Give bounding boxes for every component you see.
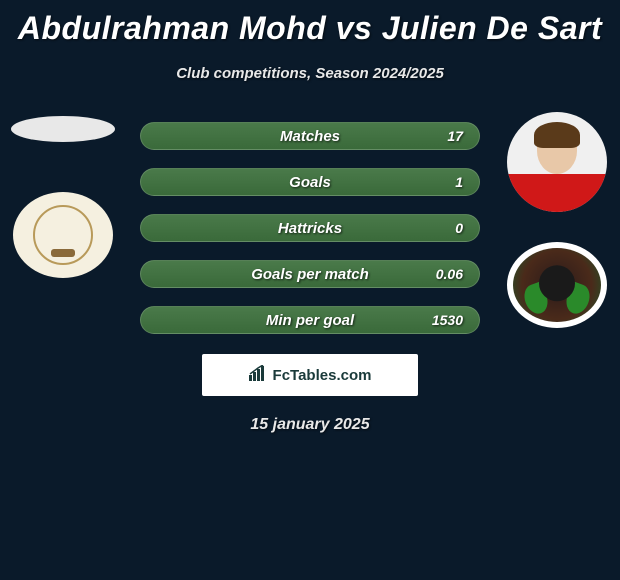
stat-value-right: 1 — [455, 174, 463, 190]
player2-avatar — [507, 112, 607, 212]
footer-date: 15 january 2025 — [0, 416, 620, 434]
stat-label: Goals — [289, 174, 331, 191]
stat-label: Matches — [280, 128, 340, 145]
stat-value-right: 0.06 — [436, 266, 463, 282]
club2-logo — [507, 242, 607, 328]
stat-bar: Hattricks 0 — [140, 214, 480, 242]
chart-icon — [249, 365, 267, 385]
stat-label: Goals per match — [251, 266, 369, 283]
stat-value-right: 0 — [455, 220, 463, 236]
stat-value-right: 17 — [447, 128, 463, 144]
source-badge: FcTables.com — [202, 354, 418, 396]
stat-bar: Min per goal 1530 — [140, 306, 480, 334]
stat-bar: Matches 17 — [140, 122, 480, 150]
source-text: FcTables.com — [273, 367, 372, 384]
stat-bars: Matches 17 Goals 1 Hattricks 0 Goals per… — [140, 112, 480, 334]
stat-bar: Goals per match 0.06 — [140, 260, 480, 288]
page-title: Abdulrahman Mohd vs Julien De Sart — [0, 0, 620, 47]
player1-avatar — [11, 116, 115, 142]
club1-logo — [13, 192, 113, 278]
stat-value-right: 1530 — [432, 312, 463, 328]
right-column — [502, 112, 612, 328]
left-column — [8, 112, 118, 278]
stat-label: Min per goal — [266, 312, 354, 329]
comparison-content: Matches 17 Goals 1 Hattricks 0 Goals per… — [0, 112, 620, 434]
stat-bar: Goals 1 — [140, 168, 480, 196]
page-subtitle: Club competitions, Season 2024/2025 — [0, 65, 620, 82]
stat-label: Hattricks — [278, 220, 342, 237]
